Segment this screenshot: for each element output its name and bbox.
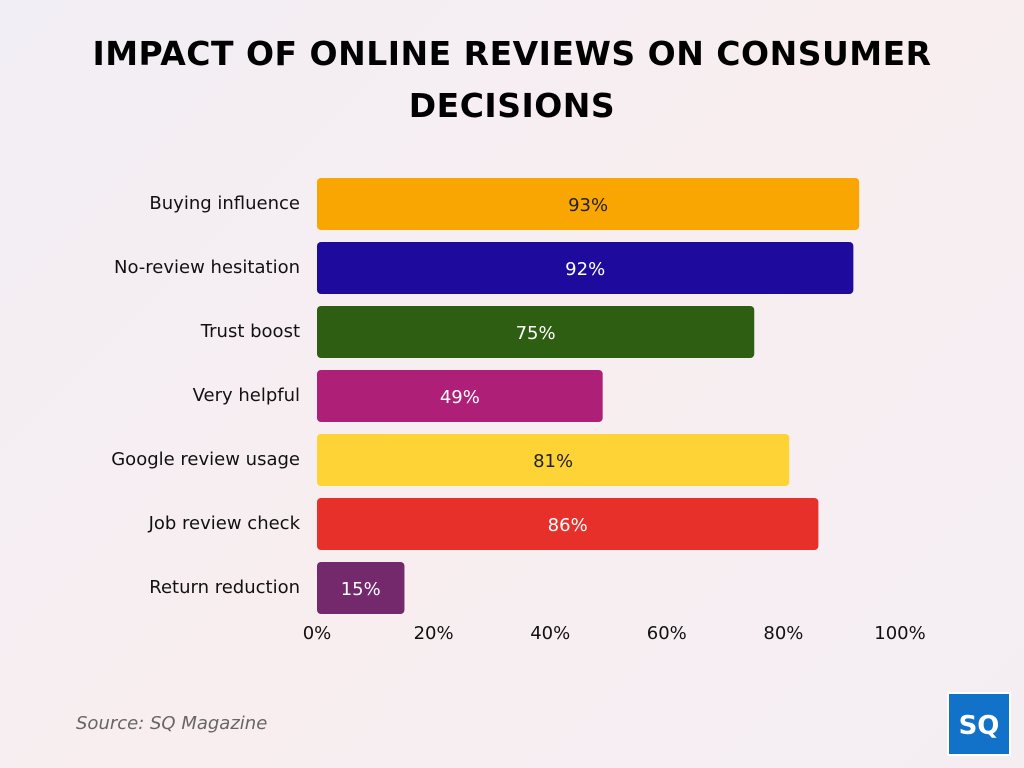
bar xyxy=(317,498,819,550)
value-label: 49% xyxy=(440,387,480,408)
x-tick-label: 40% xyxy=(530,623,570,644)
bar xyxy=(317,434,790,486)
logo: SQ xyxy=(947,692,1011,756)
value-label: 81% xyxy=(533,451,573,472)
y-tick-label: Buying influence xyxy=(149,193,300,214)
bar xyxy=(317,306,755,358)
bar xyxy=(317,178,860,230)
x-tick-label: 100% xyxy=(874,623,925,644)
x-tick-label: 60% xyxy=(647,623,687,644)
chart-title: IMPACT OF ONLINE REVIEWS ON CONSUMER DEC… xyxy=(92,34,932,125)
bar xyxy=(317,562,405,614)
value-label: 92% xyxy=(565,259,605,280)
x-tick-label: 20% xyxy=(414,623,454,644)
value-label: 15% xyxy=(341,579,381,600)
y-tick-label: No-review hesitation xyxy=(114,257,300,278)
value-label: 86% xyxy=(548,515,588,536)
bar xyxy=(317,370,603,422)
y-tick-label: Job review check xyxy=(148,513,301,534)
value-label: 93% xyxy=(568,195,608,216)
bar xyxy=(317,242,854,294)
y-tick-label: Very helpful xyxy=(193,385,300,406)
y-tick-label: Trust boost xyxy=(200,321,300,342)
source: Source: SQ Magazine xyxy=(76,713,268,734)
x-tick-label: 0% xyxy=(303,623,332,644)
y-tick-label: Google review usage xyxy=(111,449,300,470)
y-tick-label: Return reduction xyxy=(149,577,300,598)
x-tick-label: 80% xyxy=(763,623,803,644)
value-label: 75% xyxy=(516,323,556,344)
